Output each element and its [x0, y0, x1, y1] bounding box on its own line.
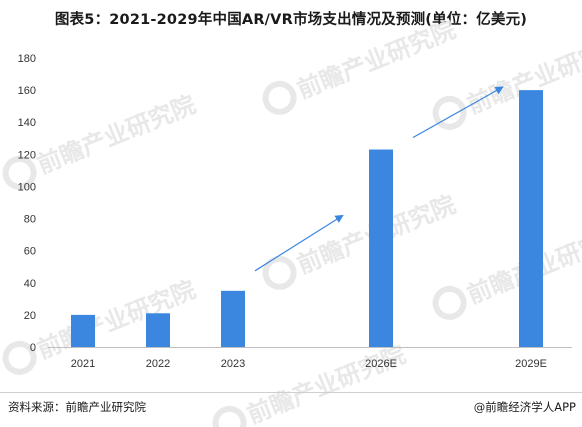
bar-2022 [146, 313, 170, 347]
y-tick-label: 40 [24, 278, 36, 290]
watermark-logo: 前瞻产业研究院 [432, 220, 582, 320]
watermark-logo: 前瞻产业研究院 [432, 30, 582, 130]
bars [71, 90, 543, 347]
trend-arrows [254, 86, 504, 272]
svg-text:前瞻产业研究院: 前瞻产业研究院 [293, 15, 459, 104]
y-tick-label: 100 [18, 181, 36, 193]
watermark-logo: 前瞻产业研究院 [2, 90, 200, 190]
y-tick-label: 80 [24, 214, 36, 226]
x-axis: 2021 2022 2023 2026E 2029E [71, 358, 547, 370]
y-tick-label: 120 [18, 149, 36, 161]
footer-divider [0, 392, 582, 393]
y-axis: 0 20 40 60 80 100 120 140 160 180 [18, 53, 36, 354]
bar-2021 [71, 314, 95, 347]
x-tick-label: 2023 [221, 358, 245, 370]
credit-note: @前瞻经济学人APP [473, 400, 576, 414]
watermark-logo: 前瞻产业研究院 [212, 340, 410, 427]
y-tick-label: 160 [18, 85, 36, 97]
y-tick-label: 180 [18, 53, 36, 65]
bar-2029e [519, 90, 543, 347]
y-tick-label: 20 [24, 310, 36, 322]
x-tick-label: 2021 [71, 358, 95, 370]
bar-2026e [369, 149, 393, 347]
watermark-logo: 前瞻产业研究院 [262, 15, 460, 115]
chart-title: 图表5：2021-2029年中国AR/VR市场支出情况及预测(单位：亿美元) [54, 12, 528, 28]
y-tick-label: 140 [18, 117, 36, 129]
x-tick-label: 2026E [365, 358, 397, 370]
trend-arrow [254, 214, 344, 272]
x-tick-label: 2022 [146, 358, 170, 370]
source-note: 资料来源：前瞻产业研究院 [8, 400, 146, 414]
svg-text:前瞻产业研究院: 前瞻产业研究院 [33, 90, 199, 179]
svg-text:前瞻产业研究院: 前瞻产业研究院 [33, 275, 199, 364]
trend-arrow [412, 86, 504, 139]
x-tick-label: 2029E [515, 358, 547, 370]
y-tick-label: 0 [30, 342, 36, 354]
watermark-logo: 前瞻产业研究院 [262, 190, 460, 290]
bar-2023 [221, 290, 245, 347]
svg-text:前瞻产业研究院: 前瞻产业研究院 [243, 340, 409, 427]
y-tick-label: 60 [24, 246, 36, 258]
